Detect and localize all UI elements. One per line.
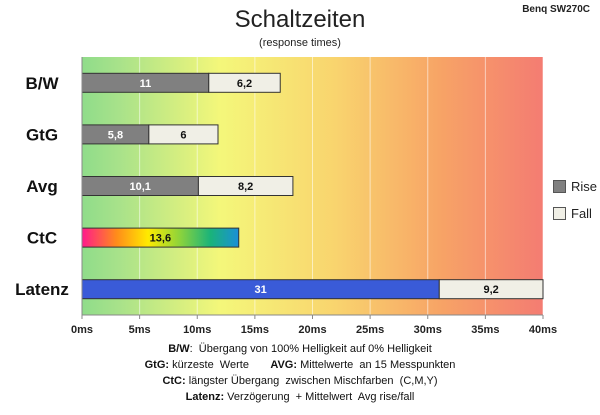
category-label: CtC xyxy=(27,229,57,248)
note-key: CtC: xyxy=(162,375,186,387)
legend-fall: Fall xyxy=(553,206,592,221)
note-line-3: CtC: längster Übergang zwischen Mischfar… xyxy=(0,375,600,387)
bar-fall-label: 8,2 xyxy=(238,181,253,193)
bar-fall-label: 6,2 xyxy=(237,78,252,90)
tick-labels: 0ms 5ms 10ms 15ms 20ms 25ms 30ms 35ms 40ms xyxy=(71,315,557,336)
bars-group: 11 6,2 5,8 6 10,1 8,2 13,6 31 9,2 xyxy=(81,72,544,300)
x-tick-label: 35ms xyxy=(471,324,499,336)
legend-rise-label: Rise xyxy=(571,179,598,194)
chart-title: Schaltzeiten xyxy=(234,6,366,33)
category-label: Avg xyxy=(26,177,58,196)
note-line-1: B/W: Übergang von 100% Helligkeit auf 0%… xyxy=(0,343,600,355)
bar-fall-label: 9,2 xyxy=(483,284,498,296)
legend-rise-swatch xyxy=(553,180,566,193)
note-line-2: GtG: kürzeste Werte AVG: Mittelwerte an … xyxy=(0,359,600,371)
grid-lines xyxy=(81,57,544,315)
note-key: Latenz: xyxy=(185,391,225,403)
x-tick-label: 15ms xyxy=(241,324,269,336)
x-tick-label: 10ms xyxy=(183,324,211,336)
note-text: kürzeste Werte xyxy=(169,359,271,371)
category-label: GtG xyxy=(26,125,58,144)
legend-rise: Rise xyxy=(553,179,597,194)
note-text: : Übergang von 100% Helligkeit auf 0% He… xyxy=(189,343,432,355)
note-key: AVG: xyxy=(270,359,298,371)
category-labels: B/W GtG Avg CtC Latenz xyxy=(15,74,69,299)
bar-fall xyxy=(197,176,294,196)
bar-fall xyxy=(438,279,544,300)
bar-rise-label: 11 xyxy=(140,78,152,90)
x-tick-label: 40ms xyxy=(529,324,557,336)
note-line-4: Latenz: Verzögerung + Mittelwert Avg ris… xyxy=(0,391,600,403)
bar-fall-label: 6 xyxy=(180,129,186,141)
note-text: längster Übergang zwischen Mischfarben (… xyxy=(185,375,438,387)
bar-rise-label: 10,1 xyxy=(129,181,150,193)
note-key: B/W xyxy=(168,343,190,355)
bar-rise-label: 31 xyxy=(255,284,267,296)
chart-subtitle: (response times) xyxy=(259,37,341,49)
note-key: GtG: xyxy=(144,359,170,371)
note-text: Mittelwerte an 15 Messpunkten xyxy=(297,359,456,371)
legend-fall-swatch xyxy=(553,207,566,220)
note-text: Verzögerung + Mittelwert Avg rise/fall xyxy=(224,391,415,403)
x-tick-label: 0ms xyxy=(71,324,93,336)
brand-label: Benq SW270C xyxy=(522,4,590,15)
bar-rise-label: 13,6 xyxy=(150,233,171,245)
x-tick-label: 25ms xyxy=(356,324,384,336)
bar-fall xyxy=(208,72,281,93)
legend-fall-label: Fall xyxy=(571,206,592,221)
category-label: Latenz xyxy=(15,280,69,299)
x-tick-label: 5ms xyxy=(129,324,151,336)
bar-rise-label: 5,8 xyxy=(108,129,123,141)
x-tick-label: 20ms xyxy=(298,324,326,336)
x-tick-label: 30ms xyxy=(414,324,442,336)
category-label: B/W xyxy=(25,74,59,93)
bar-fall xyxy=(148,124,219,145)
